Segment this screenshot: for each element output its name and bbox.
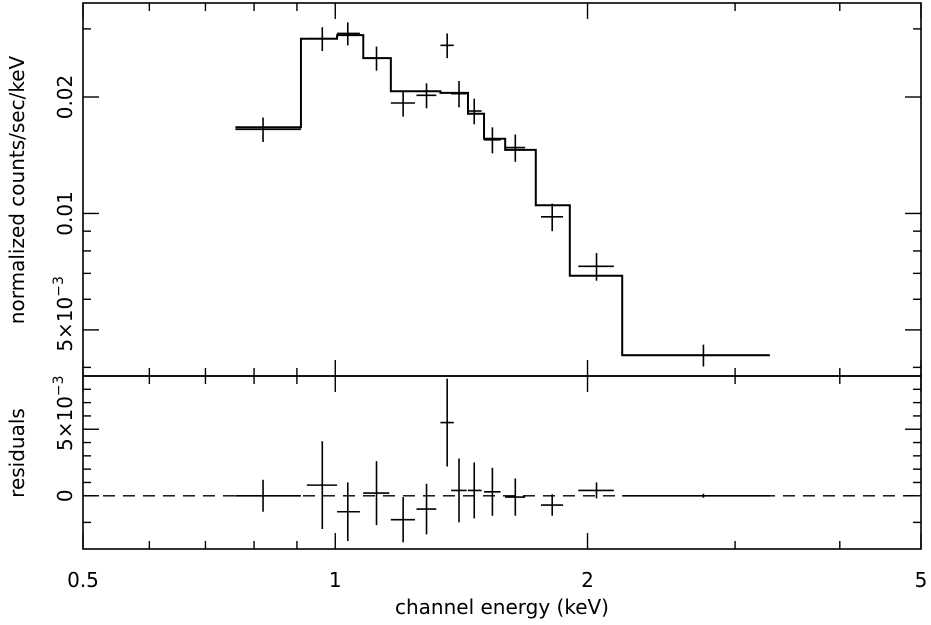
xtick-label: 1 (329, 568, 342, 592)
model-step-line (235, 34, 770, 357)
bottom-panel-ytick-labels: 5×10−3 0 (51, 375, 77, 502)
spectrum-point (337, 22, 360, 46)
residual-point (337, 482, 360, 542)
residual-point (484, 467, 501, 516)
spectrum-point (306, 27, 338, 52)
spectrum-point (505, 134, 526, 162)
ytick-label: 5×10−3 (51, 375, 77, 451)
residual-point (467, 462, 482, 519)
spectrum-point (578, 253, 614, 281)
residual-point (416, 483, 437, 535)
residual-point (363, 461, 390, 526)
spectrum-data-points (235, 22, 770, 367)
bottom-panel-frame (82, 375, 922, 550)
top-panel-ytick-labels: 0.02 0.01 5×10−3 (51, 75, 77, 352)
top-panel-frame (82, 2, 922, 377)
spectrum-point (622, 344, 770, 367)
top-panel-ticks (82, 3, 922, 376)
residual-point (451, 458, 467, 523)
spectrum-point (363, 46, 390, 71)
residual-data-points (235, 378, 770, 543)
residual-point (440, 378, 454, 467)
residual-point (578, 482, 614, 499)
ytick-label: 0 (53, 489, 77, 502)
residual-point (541, 494, 564, 516)
spectrum-point (416, 83, 437, 109)
spectrum-point (484, 127, 501, 154)
spectrum-point (440, 33, 454, 59)
residual-point (622, 493, 770, 498)
xtick-label: 5 (915, 568, 928, 592)
residual-point (235, 479, 301, 512)
spectrum-point (451, 80, 467, 108)
spectrum-point (390, 90, 416, 117)
residual-point (505, 478, 526, 516)
residual-point (306, 441, 338, 530)
spectrum-point (541, 203, 564, 232)
ytick-label: 0.02 (53, 75, 77, 120)
xtick-label: 0.5 (67, 568, 99, 592)
top-ylabel: normalized counts/sec/keV (5, 55, 29, 324)
model-histogram (235, 34, 770, 357)
bottom-panel-ticks (82, 376, 922, 549)
ytick-label: 5×10−3 (51, 276, 77, 352)
spectrum-point (235, 117, 301, 143)
xlabel: channel energy (keV) (395, 595, 609, 619)
ytick-label: 0.01 (53, 191, 77, 236)
xtick-labels: 0.5 1 2 5 (67, 568, 927, 592)
residual-point (390, 497, 416, 543)
bottom-ylabel: residuals (5, 408, 29, 498)
xtick-label: 2 (581, 568, 594, 592)
spectrum-point (467, 98, 482, 125)
